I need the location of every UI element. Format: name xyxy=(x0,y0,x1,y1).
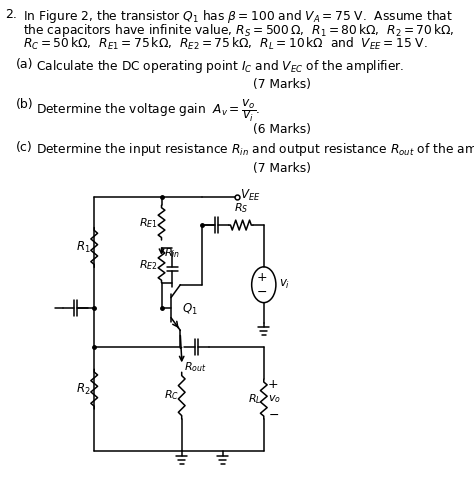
Text: Calculate the DC operating point $I_C$ and $V_{EC}$ of the amplifier.: Calculate the DC operating point $I_C$ a… xyxy=(36,58,405,75)
Text: (c): (c) xyxy=(16,141,33,154)
Text: In Figure 2, the transistor $Q_1$ has $\beta = 100$ and $V_A = 75$ V.  Assume th: In Figure 2, the transistor $Q_1$ has $\… xyxy=(23,8,453,25)
Text: $-$: $-$ xyxy=(256,285,267,298)
Text: +: + xyxy=(256,271,267,284)
Text: $R_{in}$: $R_{in}$ xyxy=(164,246,181,260)
Text: (7 Marks): (7 Marks) xyxy=(253,162,311,176)
Text: $v_o$: $v_o$ xyxy=(268,393,281,405)
Text: $R_1$: $R_1$ xyxy=(76,240,91,255)
Text: (b): (b) xyxy=(16,98,34,111)
Text: Determine the input resistance $R_{in}$ and output resistance $R_{out}$ of the a: Determine the input resistance $R_{in}$ … xyxy=(36,141,474,157)
Text: $R_{E1}$: $R_{E1}$ xyxy=(138,216,157,229)
Text: (6 Marks): (6 Marks) xyxy=(253,123,311,136)
Text: $-$: $-$ xyxy=(268,408,279,420)
Text: $R_S$: $R_S$ xyxy=(234,201,248,215)
Text: (7 Marks): (7 Marks) xyxy=(253,78,311,91)
Text: 2.: 2. xyxy=(5,8,17,21)
Text: $v_i$: $v_i$ xyxy=(279,278,290,291)
Text: $R_{out}$: $R_{out}$ xyxy=(184,360,207,374)
Text: the capacitors have infinite value, $R_S = 500\,\Omega$,  $R_1 = 80\,\mathrm{k}\: the capacitors have infinite value, $R_S… xyxy=(23,22,455,39)
Text: $R_C = 50\,\mathrm{k}\Omega$,  $R_{E1} = 75\,\mathrm{k}\Omega$,  $R_{E2} = 75\,\: $R_C = 50\,\mathrm{k}\Omega$, $R_{E1} = … xyxy=(23,36,428,52)
Text: $R_{E2}$: $R_{E2}$ xyxy=(139,258,157,272)
Text: $R_2$: $R_2$ xyxy=(76,382,91,396)
Text: Determine the voltage gain  $A_v = \dfrac{v_o}{v_i}$.: Determine the voltage gain $A_v = \dfrac… xyxy=(36,98,261,124)
Text: $Q_1$: $Q_1$ xyxy=(182,302,198,317)
Text: $R_C$: $R_C$ xyxy=(164,389,179,403)
Text: $R_L$: $R_L$ xyxy=(247,392,261,406)
Text: $V_{EE}$: $V_{EE}$ xyxy=(240,188,261,203)
Text: (a): (a) xyxy=(16,58,34,71)
Text: +: + xyxy=(268,378,278,391)
